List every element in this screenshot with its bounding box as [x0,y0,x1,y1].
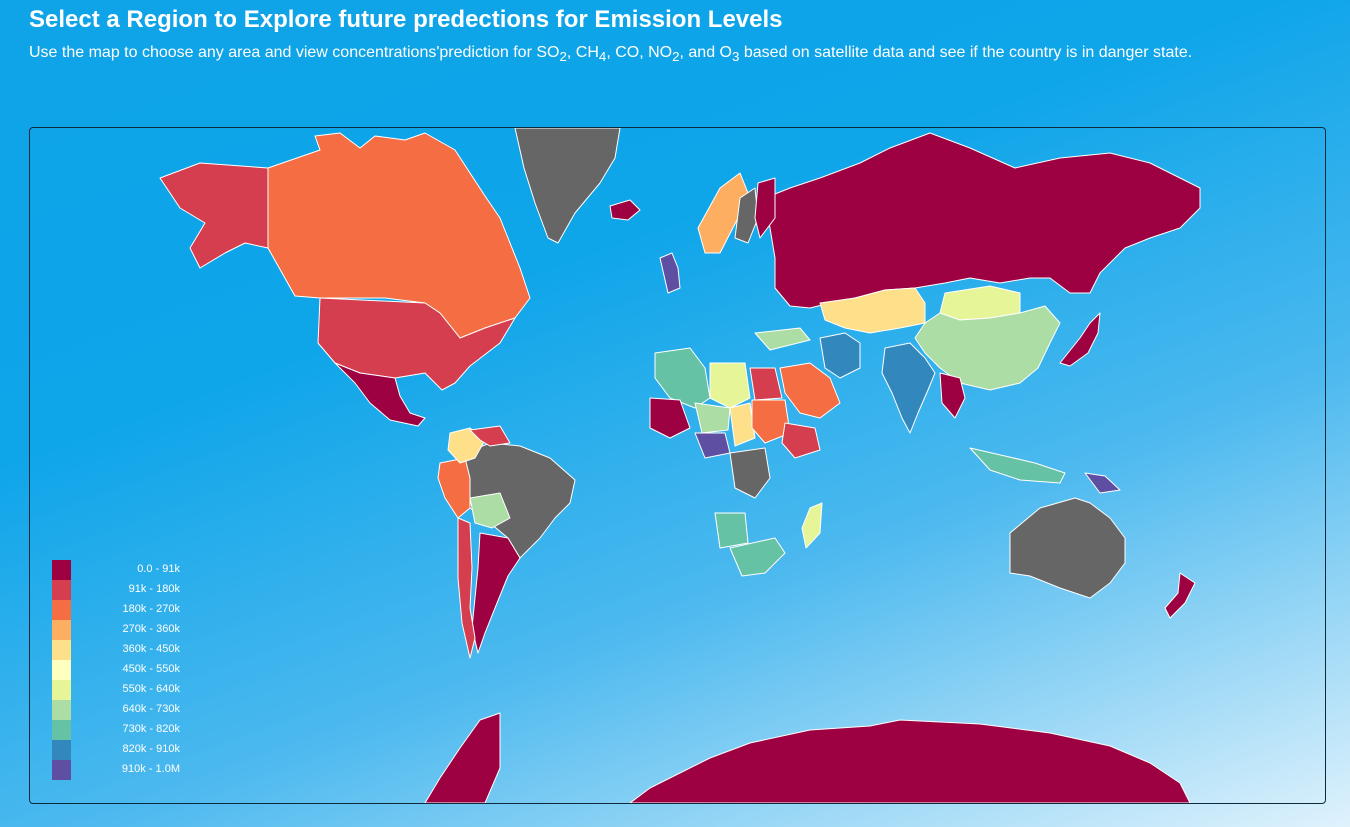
region-china[interactable] [914,305,1061,391]
region-argentina[interactable] [471,532,521,654]
page-header: Select a Region to Explore future predec… [29,4,1319,70]
region-sudan[interactable] [751,399,791,444]
region-myanmar[interactable] [939,372,966,419]
region-japan[interactable] [1059,312,1101,367]
region-dr-congo[interactable] [729,447,771,499]
region-new-zealand[interactable] [1164,572,1196,619]
region-peru[interactable] [437,457,471,519]
region-iceland[interactable] [609,199,641,221]
region-libya[interactable] [709,362,751,409]
region-madagascar[interactable] [801,502,823,549]
legend-swatch [52,760,71,780]
legend-label: 450k - 550k [122,663,180,675]
legend-swatch [52,640,71,660]
legend-item: 360k - 450k [52,640,192,660]
legend-item: 550k - 640k [52,680,192,700]
region-egypt[interactable] [749,367,783,401]
region-australia[interactable] [1009,497,1126,599]
legend-swatch [52,680,71,700]
region-mali[interactable] [649,397,691,439]
legend-swatch [52,740,71,760]
region-norway[interactable] [697,172,749,254]
legend-swatch [52,700,71,720]
region-chad[interactable] [729,402,756,447]
region-indonesia[interactable] [969,447,1066,484]
region-bolivia[interactable] [469,492,511,529]
legend-item: 450k - 550k [52,660,192,680]
region-greenland[interactable] [514,128,621,244]
region-canada[interactable] [267,132,531,339]
world-map[interactable]: 0.0 - 91k 91k - 180k 180k - 270k 270k - … [29,127,1326,804]
legend-label: 730k - 820k [122,723,180,735]
region-turkey[interactable] [754,327,811,351]
region-ethiopia[interactable] [781,422,821,459]
region-finland[interactable] [754,177,776,239]
region-united-kingdom[interactable] [659,252,681,294]
legend-item: 730k - 820k [52,720,192,740]
legend-swatch [52,620,71,640]
legend-item: 640k - 730k [52,700,192,720]
world-map-svg[interactable] [30,128,1325,803]
legend-label: 270k - 360k [122,623,180,635]
region-iran[interactable] [819,332,861,379]
region-nigeria[interactable] [694,432,731,459]
legend-swatch [52,600,71,620]
region-russia[interactable] [764,132,1201,309]
page-subtitle: Use the map to choose any area and view … [29,44,1193,65]
region-saudi-arabia[interactable] [779,362,841,419]
region-niger[interactable] [694,402,731,434]
region-mexico[interactable] [334,362,426,427]
page-title: Select a Region to Explore future predec… [29,6,783,33]
region-chile[interactable] [457,517,476,659]
legend-label: 180k - 270k [122,603,180,615]
legend-item: 0.0 - 91k [52,560,192,580]
legend-swatch [52,660,71,680]
legend-label: 0.0 - 91k [137,563,180,575]
legend-label: 91k - 180k [128,583,180,595]
region-sweden[interactable] [734,187,759,244]
region-venezuela[interactable] [469,425,511,447]
legend-item: 91k - 180k [52,580,192,600]
legend-item: 180k - 270k [52,600,192,620]
legend-item: 910k - 1.0M [52,760,192,780]
legend-label: 820k - 910k [122,743,180,755]
legend-item: 270k - 360k [52,620,192,640]
region-alaska[interactable] [159,162,269,269]
legend-label: 640k - 730k [122,703,180,715]
region-angola[interactable] [714,512,749,549]
region-antarctica[interactable] [424,712,1191,803]
legend-swatch [52,720,71,740]
region-india[interactable] [881,342,936,434]
legend-label: 550k - 640k [122,683,180,695]
map-legend: 0.0 - 91k 91k - 180k 180k - 270k 270k - … [52,560,192,780]
legend-label: 360k - 450k [122,643,180,655]
legend-label: 910k - 1.0M [121,763,180,775]
region-algeria[interactable] [654,347,711,409]
region-south-africa[interactable] [729,537,786,577]
region-colombia[interactable] [447,427,486,464]
legend-item: 820k - 910k [52,740,192,760]
legend-swatch [52,560,71,580]
region-papua-new-guinea[interactable] [1084,472,1121,494]
legend-swatch [52,580,71,600]
